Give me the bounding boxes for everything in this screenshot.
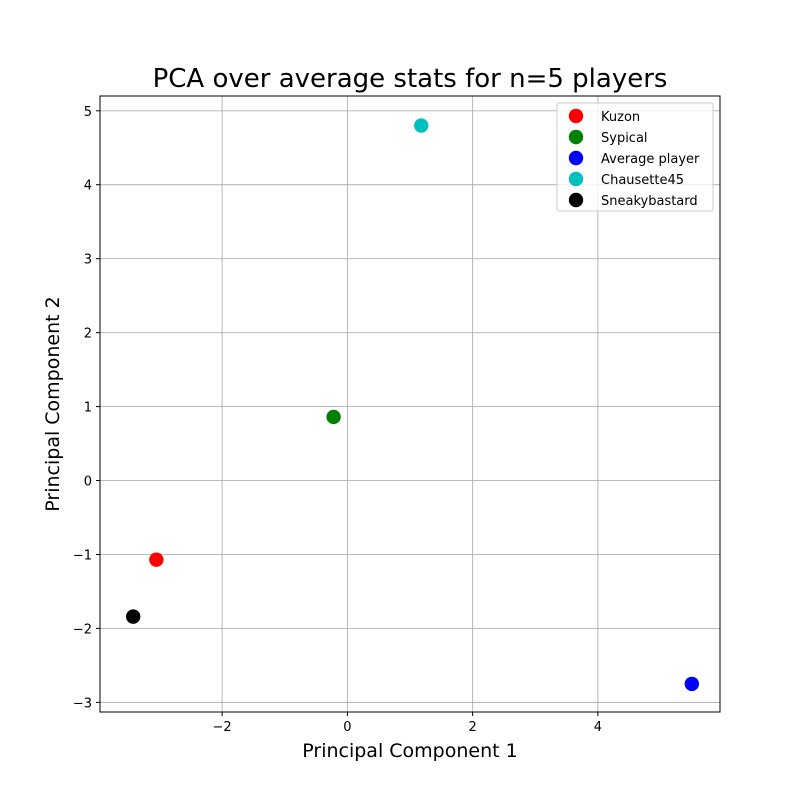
data-point-sypical [326, 409, 341, 425]
chart-title: PCA over average stats for n=5 players [153, 64, 668, 94]
data-point-sneakybastard [125, 609, 141, 624]
y-tick-label: 5 [84, 105, 92, 120]
x-tick-label: 4 [594, 720, 602, 735]
legend-label: Chausette45 [601, 173, 684, 188]
plot-frame [99, 95, 721, 713]
legend-marker [568, 129, 584, 145]
legend-marker [568, 171, 584, 187]
y-tick-label: −3 [73, 696, 92, 711]
legend-box [556, 102, 714, 212]
y-tick-label: −2 [73, 622, 92, 637]
x-tick-label: 2 [468, 720, 476, 735]
legend-label: Average player [601, 152, 700, 167]
data-point-kuzon [149, 552, 164, 567]
y-axis-label: Principal Component 2 [42, 296, 64, 511]
data-point-average-player [684, 676, 700, 692]
data-point-chausette45 [414, 118, 429, 133]
legend-marker [568, 150, 584, 166]
y-tick-label: 1 [84, 401, 92, 416]
legend-marker [568, 192, 584, 208]
axis-ticks: −2 0 2 4 −3 −2 −1 0 1 2 3 4 5 [73, 105, 602, 735]
grid [100, 96, 720, 712]
legend: Kuzon Sypical Average player Chausette45 Sne… [556, 102, 714, 212]
legend-label: Kuzon [601, 110, 640, 125]
y-tick-label: 4 [84, 179, 92, 194]
y-tick-label: −1 [73, 548, 92, 563]
y-tick-label: 3 [84, 253, 92, 268]
y-tick-label: 2 [84, 327, 92, 342]
data-points [125, 118, 700, 692]
legend-marker [568, 108, 584, 124]
x-axis-label: Principal Component 1 [302, 740, 517, 762]
x-tick-label: −2 [213, 720, 232, 735]
legend-label: Sneakybastard [601, 194, 698, 209]
legend-label: Sypical [601, 131, 648, 146]
y-tick-label: 0 [84, 475, 92, 490]
x-tick-label: 0 [343, 720, 351, 735]
